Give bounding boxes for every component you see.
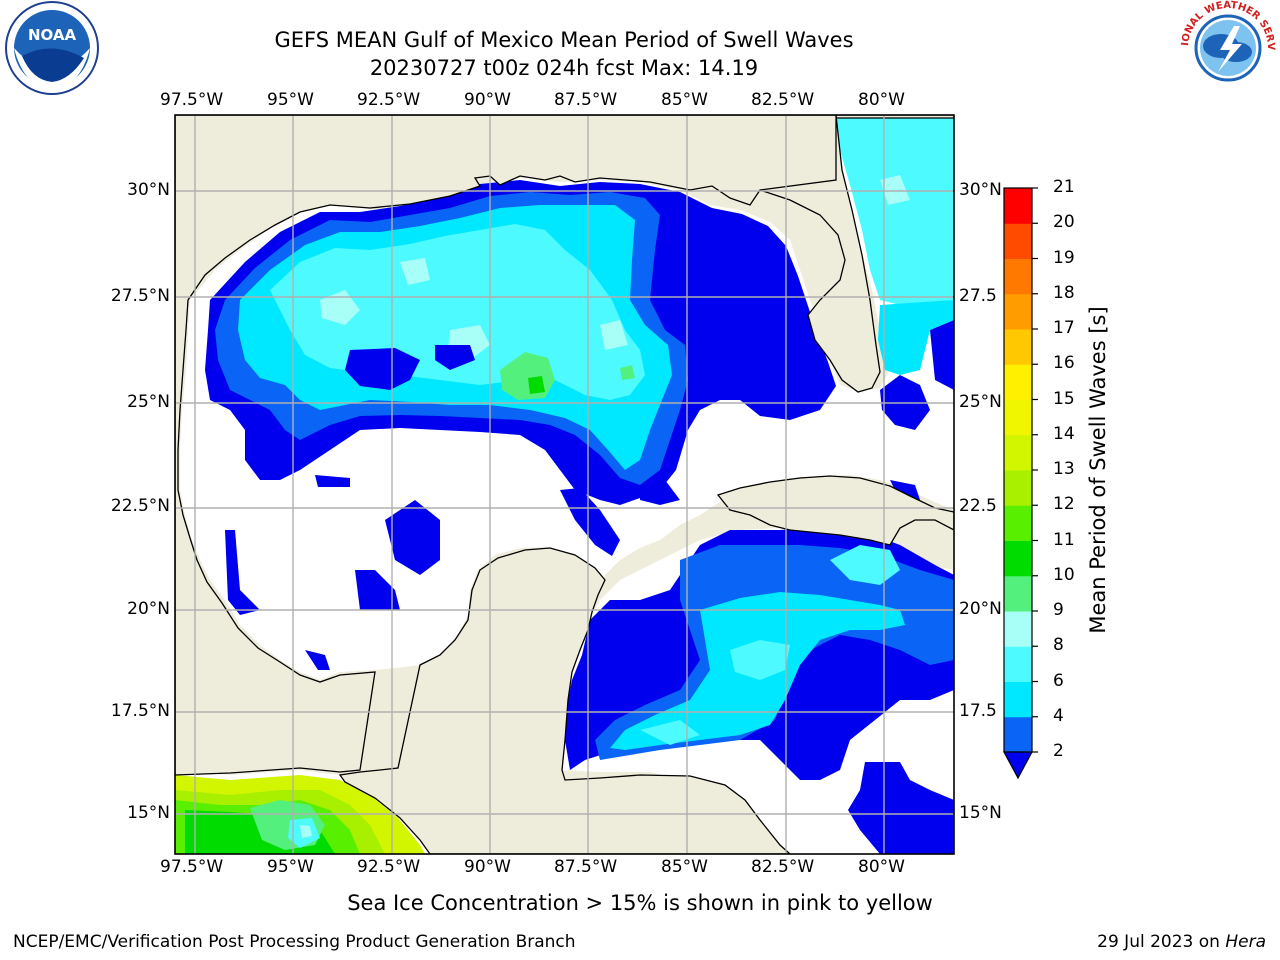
lon-label-bottom: 92.5°W [357, 857, 421, 877]
lat-label-right: 30°N [959, 180, 1002, 200]
grid [175, 115, 954, 854]
colorbar-tick-label: 9 [1053, 600, 1064, 620]
colorbar-segment [1004, 470, 1032, 506]
colorbar-segment [1004, 540, 1032, 577]
lat-label-right: 22.5 [959, 496, 997, 516]
colorbar-tick-label: 19 [1053, 247, 1075, 268]
colorbar [1004, 187, 1038, 753]
credit-right: 29 Jul 2023 on Hera [1097, 932, 1266, 952]
credit-host: Hera [1225, 932, 1266, 952]
lat-label-left: 27.5°N [110, 286, 170, 306]
colorbar-segment [1004, 681, 1032, 718]
chart-title: GEFS MEAN Gulf of Mexico Mean Period of … [274, 28, 854, 52]
colorbar-tick-label: 10 [1053, 564, 1075, 585]
contour-10-11 [528, 376, 545, 394]
colorbar-tick-label: 11 [1053, 529, 1075, 550]
colorbar-segment [1004, 716, 1032, 753]
lon-label-top: 97.5°W [160, 90, 224, 110]
lon-label-bottom: 95°W [267, 857, 314, 877]
colorbar-tick-label: 15 [1053, 388, 1075, 409]
colorbar-tick-label: 2 [1053, 741, 1064, 761]
lat-label-right: 27.5 [959, 286, 997, 306]
lat-label-left: 30°N [127, 180, 170, 200]
colorbar-segment [1004, 293, 1032, 330]
colorbar-tick-label: 21 [1053, 177, 1075, 197]
colorbar-tick-label: 4 [1053, 705, 1064, 726]
colorbar-segment [1004, 188, 1032, 224]
colorbar-segment [1004, 611, 1032, 647]
colorbar-tick-label: 16 [1053, 353, 1075, 374]
colorbar-segment [1004, 329, 1032, 365]
lon-label-bottom: 87.5°W [554, 857, 618, 877]
colorbar-tick-label: 17 [1053, 318, 1075, 338]
lon-label-top: 95°W [267, 90, 314, 110]
colorbar-tick-label: 12 [1053, 494, 1075, 515]
land-cuba [716, 475, 954, 546]
colorbar-under-triangle [1002, 751, 1034, 780]
lon-label-bottom: 90°W [464, 857, 511, 877]
lon-label-bottom: 82.5°W [751, 857, 815, 877]
colorbar-segment [1004, 575, 1032, 612]
nws-logo: NATIONAL WEATHER SERVICE [1176, 0, 1276, 94]
lon-label-top: 85°W [661, 90, 708, 110]
svg-text:NOAA: NOAA [28, 26, 77, 44]
credit-date: 29 Jul 2023 on [1097, 932, 1220, 952]
colorbar-segment [1004, 399, 1032, 436]
colorbar-tick-label: 20 [1053, 212, 1075, 233]
colorbar-segment [1004, 223, 1032, 259]
colorbar-tick-label: 8 [1053, 635, 1064, 656]
land-yucatan [338, 547, 791, 854]
lon-label-bottom: 97.5°W [160, 857, 224, 877]
lon-label-top: 87.5°W [554, 90, 618, 110]
noaa-logo: NOAA [5, 1, 99, 95]
lon-label-top: 82.5°W [751, 90, 815, 110]
colorbar-segment [1004, 364, 1032, 400]
lat-label-right: 20°N [959, 599, 1002, 619]
lon-label-bottom: 85°W [661, 857, 708, 877]
colorbar-segment [1004, 434, 1032, 471]
lon-label-bottom: 80°W [858, 857, 905, 877]
land-mexico [175, 115, 837, 776]
lat-label-left: 17.5°N [110, 701, 170, 721]
lat-label-left: 25°N [127, 392, 170, 412]
colorbar-segment [1004, 258, 1032, 295]
lat-label-left: 15°N [127, 803, 170, 823]
colorbar-segment [1004, 505, 1032, 541]
credit-left: NCEP/EMC/Verification Post Processing Pr… [13, 932, 576, 952]
colorbar-tick-label: 14 [1053, 423, 1075, 444]
colorbar-tick-label: 6 [1053, 670, 1064, 691]
chart-subtitle: 20230727 t00z 024h fcst Max: 14.19 [369, 56, 759, 80]
lon-label-top: 80°W [858, 90, 905, 110]
lon-label-top: 92.5°W [357, 90, 421, 110]
lon-label-top: 90°W [464, 90, 511, 110]
lat-label-right: 17.5 [959, 701, 997, 721]
colorbar-label: Mean Period of Swell Waves [s] [1086, 306, 1110, 634]
colorbar-tick-label: 18 [1053, 282, 1075, 303]
lat-label-right: 15°N [959, 803, 1002, 823]
lat-label-right: 25°N [959, 392, 1002, 412]
lat-label-left: 20°N [127, 599, 170, 619]
colorbar-tick-label: 13 [1053, 459, 1075, 479]
atlantic-cyan [836, 115, 954, 305]
lat-label-left: 22.5°N [110, 496, 170, 516]
colorbar-segment [1004, 646, 1032, 682]
sea-ice-footnote: Sea Ice Concentration > 15% is shown in … [347, 891, 933, 915]
